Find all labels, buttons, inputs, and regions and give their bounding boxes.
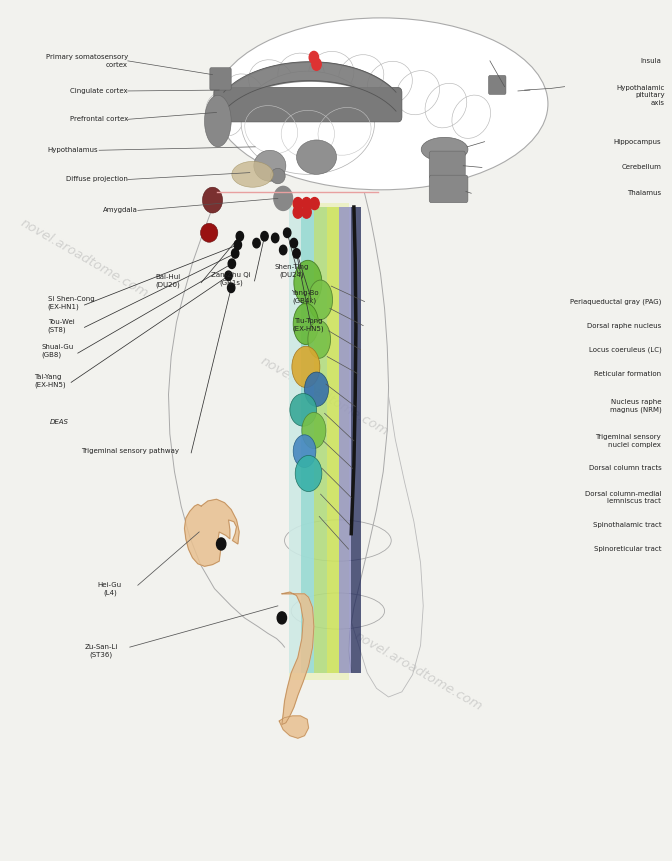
Ellipse shape (308, 320, 331, 358)
Circle shape (293, 197, 302, 209)
Text: Hei-Gu
(L4): Hei-Gu (L4) (97, 582, 122, 596)
Ellipse shape (214, 18, 548, 189)
Polygon shape (279, 715, 308, 738)
Ellipse shape (290, 393, 317, 426)
Text: Nucleus raphe
magnus (NRM): Nucleus raphe magnus (NRM) (610, 400, 661, 413)
Text: Hippocampus: Hippocampus (614, 139, 661, 145)
Bar (351, 207, 361, 673)
Text: Spinoreticular tract: Spinoreticular tract (594, 546, 661, 552)
FancyBboxPatch shape (489, 76, 506, 95)
Text: Amygdala: Amygdala (103, 208, 138, 214)
Text: Cerebellum: Cerebellum (622, 164, 661, 170)
Circle shape (228, 283, 235, 293)
Text: novel.aroadtome.com: novel.aroadtome.com (18, 217, 151, 300)
Circle shape (274, 186, 292, 210)
Ellipse shape (421, 138, 468, 162)
Bar (288, 202, 349, 680)
Text: Zan-Zhu Qi
(GB1s): Zan-Zhu Qi (GB1s) (212, 272, 251, 286)
Ellipse shape (294, 260, 322, 305)
Text: Thalamus: Thalamus (627, 190, 661, 196)
Text: Hypothalamus: Hypothalamus (47, 147, 98, 153)
Text: Primary somatosensory
cortex: Primary somatosensory cortex (46, 54, 128, 68)
Bar (300, 207, 314, 673)
Text: Dorsal column-medial
lemniscus tract: Dorsal column-medial lemniscus tract (585, 491, 661, 505)
Circle shape (280, 245, 287, 255)
Text: Trigeminal sensory pathway: Trigeminal sensory pathway (81, 448, 179, 454)
Ellipse shape (200, 223, 218, 242)
Text: Dorsal raphe nucleus: Dorsal raphe nucleus (587, 323, 661, 329)
Circle shape (290, 238, 298, 248)
Bar (288, 207, 314, 673)
Text: Tou-Wei
(ST8): Tou-Wei (ST8) (48, 319, 75, 332)
Text: Periaqueductal gray (PAG): Periaqueductal gray (PAG) (570, 298, 661, 305)
Text: Tiu-Tong
(EX-HN5): Tiu-Tong (EX-HN5) (293, 318, 325, 331)
Ellipse shape (304, 372, 329, 406)
Circle shape (253, 238, 260, 248)
Circle shape (302, 206, 311, 218)
Text: Reticular formation: Reticular formation (594, 371, 661, 377)
Ellipse shape (293, 435, 316, 468)
Circle shape (216, 538, 226, 550)
Ellipse shape (295, 455, 322, 492)
Text: Tai-Yang
(EX-HN5): Tai-Yang (EX-HN5) (34, 374, 66, 387)
Ellipse shape (254, 151, 286, 181)
Ellipse shape (202, 187, 222, 213)
Circle shape (302, 197, 311, 209)
Circle shape (271, 233, 279, 243)
Text: Trigeminal sensory
nuclei complex: Trigeminal sensory nuclei complex (595, 434, 661, 448)
Circle shape (228, 259, 235, 269)
Text: Shen-Ting
(DU24): Shen-Ting (DU24) (274, 263, 308, 277)
Bar (327, 207, 339, 673)
Ellipse shape (292, 346, 320, 387)
Text: Hypothalamic
pituitary
axis: Hypothalamic pituitary axis (616, 84, 665, 106)
Ellipse shape (302, 412, 326, 449)
Circle shape (293, 249, 300, 258)
Ellipse shape (293, 303, 319, 344)
Circle shape (236, 232, 243, 241)
Text: Bai-Hui
(DU20): Bai-Hui (DU20) (155, 274, 181, 288)
Circle shape (234, 240, 241, 250)
FancyBboxPatch shape (214, 88, 402, 122)
FancyBboxPatch shape (210, 68, 231, 90)
Text: novel.aroadtome.com: novel.aroadtome.com (351, 629, 484, 713)
Polygon shape (282, 592, 314, 724)
Text: DEAS: DEAS (50, 419, 69, 425)
Circle shape (309, 52, 319, 64)
Text: Zu-San-Li
(ST36): Zu-San-Li (ST36) (85, 643, 118, 658)
Text: Spinothalamic tract: Spinothalamic tract (593, 522, 661, 528)
Text: Locus coeruleus (LC): Locus coeruleus (LC) (589, 346, 661, 353)
Text: Cingulate cortex: Cingulate cortex (70, 88, 128, 94)
Circle shape (225, 271, 233, 281)
Text: Shuai-Gu
(GB8): Shuai-Gu (GB8) (41, 344, 73, 358)
Ellipse shape (204, 96, 231, 147)
Circle shape (310, 197, 319, 209)
Circle shape (293, 206, 302, 218)
FancyBboxPatch shape (429, 175, 468, 202)
Ellipse shape (232, 162, 274, 187)
Polygon shape (185, 499, 239, 567)
Bar (314, 207, 327, 673)
Circle shape (261, 232, 268, 241)
FancyBboxPatch shape (429, 152, 465, 178)
Ellipse shape (308, 280, 333, 319)
Bar (339, 207, 351, 673)
Text: Insula: Insula (640, 58, 661, 64)
Circle shape (284, 228, 291, 238)
Circle shape (312, 59, 321, 71)
Text: novel.aroadtome.com: novel.aroadtome.com (258, 354, 391, 438)
Circle shape (277, 612, 286, 624)
Text: Diffuse projection: Diffuse projection (66, 177, 128, 183)
Text: Si Shen-Cong
(EX-HN1): Si Shen-Cong (EX-HN1) (48, 296, 95, 310)
Circle shape (232, 249, 239, 258)
Ellipse shape (296, 140, 337, 174)
Ellipse shape (241, 71, 374, 174)
Text: Dorsal column tracts: Dorsal column tracts (589, 465, 661, 471)
Ellipse shape (271, 168, 285, 183)
Text: Yang-Bo
(GB4k): Yang-Bo (GB4k) (291, 290, 319, 304)
Text: Prefrontal cortex: Prefrontal cortex (70, 116, 128, 122)
